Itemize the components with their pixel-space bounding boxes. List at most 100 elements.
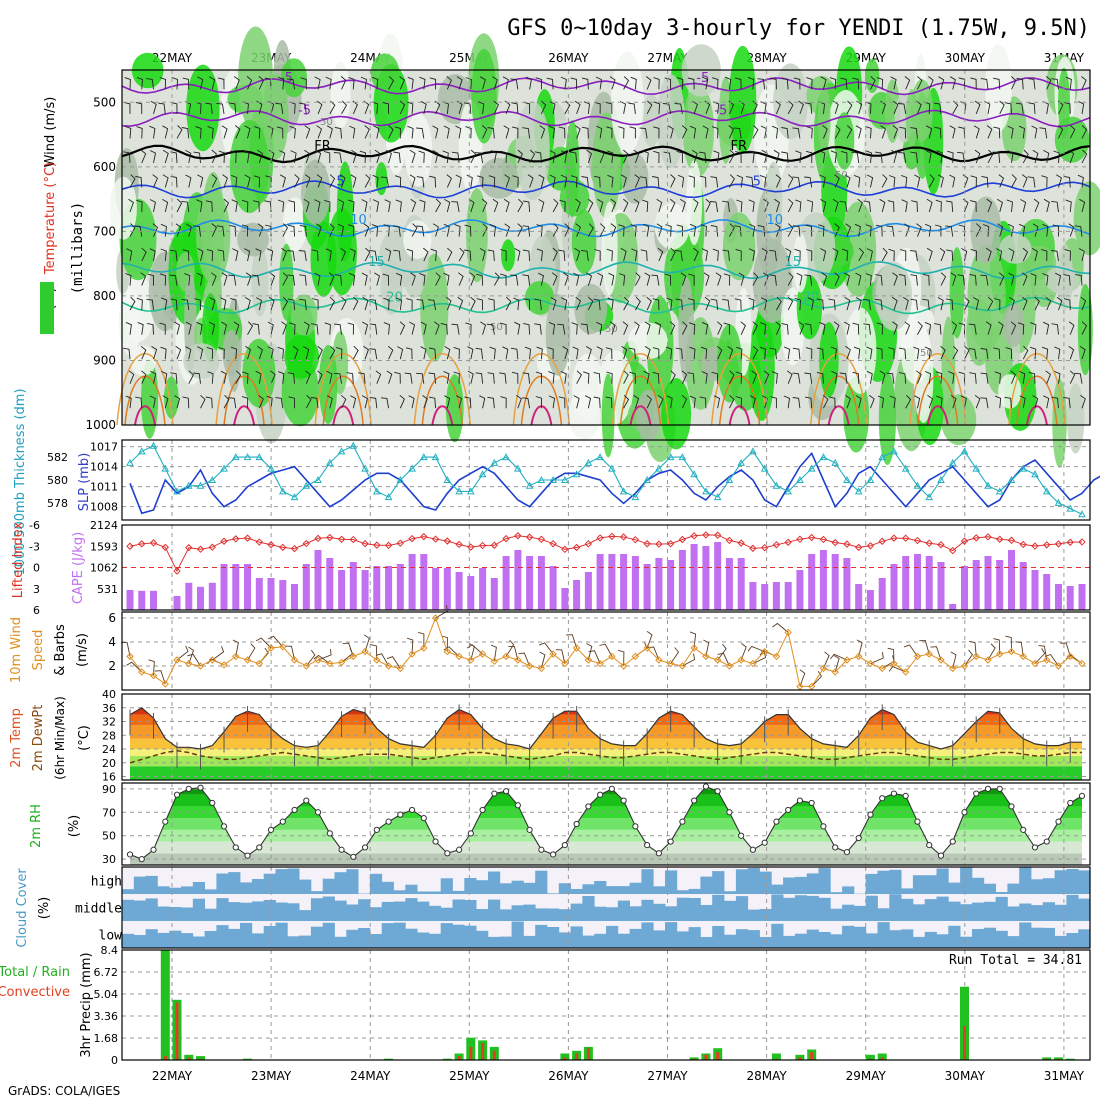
cloud-cover-cell: [145, 929, 158, 948]
temp-tick-label: 16: [102, 771, 116, 784]
upper-wind-barb: [853, 174, 861, 188]
upper-wind-barb: [193, 151, 201, 163]
cloud-cover-cell: [924, 875, 937, 894]
li-point: [572, 543, 581, 552]
rh-shading: [661, 378, 692, 450]
rh-shading: [905, 89, 918, 147]
upper-wind-barb: [298, 250, 307, 262]
upper-wind-barb: [1019, 395, 1026, 409]
li-point: [854, 543, 863, 552]
upper-wind-barb: [596, 346, 603, 360]
upper-wind-barb: [987, 296, 994, 311]
surface-wind-barb: [466, 644, 483, 655]
upper-wind-barb: [169, 249, 178, 262]
cape-bar: [749, 582, 757, 610]
rh-point: [514, 802, 521, 809]
thickness-point: [584, 458, 593, 466]
cloud-cover-cell: [641, 922, 654, 948]
upper-wind-barb: [1007, 125, 1014, 139]
surface-wind-barb: [247, 643, 256, 661]
upper-wind-barb: [464, 249, 472, 262]
precip-convective-label: Convective: [0, 985, 70, 1000]
upper-wind-barb: [351, 149, 357, 164]
upper-wind-barb: [623, 370, 629, 384]
rh-shading: [545, 294, 571, 376]
thickness-point: [231, 453, 240, 461]
upper-wind-barb: [776, 296, 782, 311]
upper-wind-barb: [221, 125, 228, 139]
upper-wind-barb: [1027, 78, 1036, 90]
pressure-tick-label: 800: [93, 289, 116, 303]
precip-convective-bar: [963, 1026, 966, 1060]
upper-wind-barb: [1065, 199, 1072, 213]
upper-wind-barb: [423, 247, 429, 262]
upper-wind-barb: [618, 224, 625, 237]
cloud-cover-cell: [606, 925, 619, 948]
cape-bar: [737, 558, 745, 610]
upper-wind-barb: [253, 200, 260, 213]
upper-wind-barb: [393, 151, 401, 163]
upper-wind-barb: [488, 298, 495, 311]
upper-wind-barb: [834, 125, 841, 139]
upper-wind-barb: [829, 77, 837, 90]
upper-wind-barb: [1007, 223, 1014, 237]
upper-wind-barb: [374, 149, 381, 164]
upper-wind-barb: [689, 346, 696, 360]
upper-wind-barb: [925, 223, 932, 237]
upper-wind-barb: [453, 371, 460, 384]
upper-wind-barb: [727, 346, 734, 360]
cloud-cover-cell: [381, 923, 394, 948]
surface-wind-barb: [833, 655, 840, 673]
thickness-point: [149, 441, 158, 449]
cloud-cover-cell: [192, 898, 205, 921]
wind-point: [420, 644, 428, 652]
isotherm-line: [121, 109, 1091, 128]
upper-wind-barb: [535, 371, 543, 384]
precip-total-bar: [160, 950, 170, 1060]
upper-wind-barb: [722, 298, 730, 311]
cloud-cover-cell: [924, 899, 937, 921]
upper-wind-barb: [385, 248, 392, 262]
upper-wind-barb: [628, 347, 636, 360]
rh-point: [691, 797, 698, 804]
upper-wind-barb: [1063, 102, 1071, 114]
upper-wind-barb: [785, 248, 792, 262]
upper-wind-barb: [607, 297, 614, 311]
upper-wind-barb: [946, 298, 954, 311]
upper-wind-barb: [511, 126, 519, 139]
wind-point: [890, 659, 898, 668]
rh-point: [855, 834, 862, 842]
upper-wind-barb: [535, 396, 543, 409]
cape-bar: [690, 544, 698, 610]
upper-wind-barb: [1074, 225, 1083, 237]
upper-wind-barb: [839, 372, 848, 384]
upper-wind-barb: [783, 395, 790, 409]
cloud-cover-cell: [783, 877, 796, 894]
upper-wind-barb: [282, 272, 289, 286]
rh-shading: [251, 246, 269, 317]
upper-wind-barb: [1054, 370, 1061, 384]
thickness-point: [995, 487, 1004, 495]
upper-wind-barb: [569, 151, 578, 163]
surface-wind-barb: [888, 666, 906, 673]
upper-wind-barb: [287, 250, 295, 262]
upper-wind-barb: [243, 248, 251, 262]
upper-wind-barb: [868, 394, 875, 409]
upper-wind-barb: [410, 198, 417, 213]
cape-bar: [455, 572, 463, 610]
cape-bar: [855, 584, 863, 610]
wind-point: [1054, 662, 1063, 670]
upper-wind-barb: [972, 297, 980, 311]
upper-wind-barb: [822, 125, 828, 139]
cloud-cover-cell: [865, 895, 878, 921]
upper-wind-barb: [904, 223, 910, 237]
cloud-cover-cell: [806, 929, 819, 948]
cape-bar: [643, 564, 651, 610]
upper-wind-barb: [711, 371, 719, 384]
cloud-cover-cell: [547, 893, 560, 894]
wind-point: [255, 659, 263, 668]
rh-shading: [574, 283, 608, 335]
cape-bar: [702, 546, 710, 610]
cloud-cover-cell: [936, 896, 949, 921]
upper-wind-barb: [734, 225, 742, 237]
